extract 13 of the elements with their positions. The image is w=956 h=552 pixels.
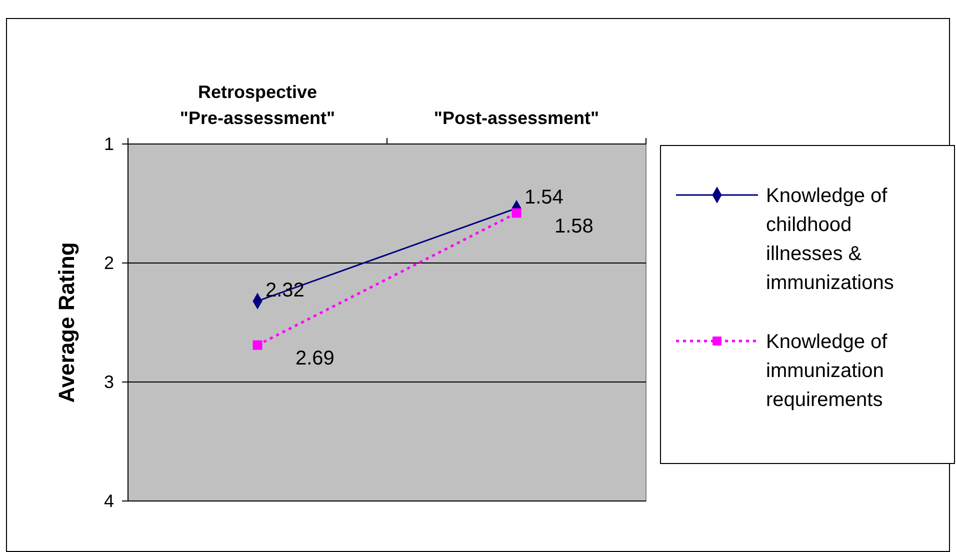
- y-axis-title: Average Rating: [54, 242, 79, 403]
- data-label: 1.54: [524, 186, 564, 209]
- legend-label: Knowledge of childhood illnesses & immunizations: [766, 185, 894, 294]
- y-tick-label: 3: [104, 372, 114, 392]
- data-label: 2.69: [296, 347, 334, 370]
- x-tick-label: Retrospective "Pre-assessment": [180, 82, 336, 128]
- x-tick-label: "Post-assessment": [434, 108, 600, 128]
- legend-label: Knowledge of immunization requirements: [766, 331, 888, 411]
- data-label: 1.58: [554, 215, 594, 238]
- y-tick-label: 2: [104, 252, 114, 273]
- point: [252, 340, 262, 350]
- y-tick-label: 1: [104, 134, 114, 154]
- y-tick-label: 4: [104, 490, 114, 511]
